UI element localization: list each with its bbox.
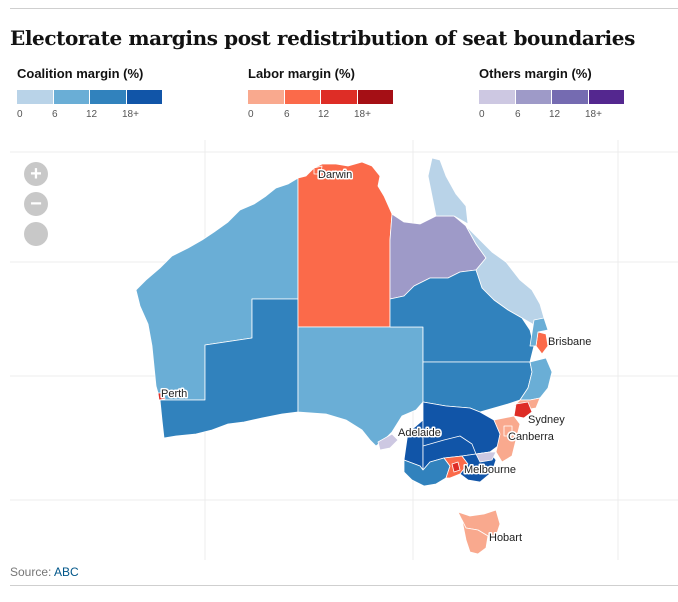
- legend-others-bar: [479, 90, 625, 104]
- electorate-darwin[interactable]: [313, 165, 323, 175]
- source-label: Source:: [10, 565, 52, 579]
- legend-tick: 6: [52, 109, 58, 120]
- legend-labor-ticks: 0 6 12 18+: [248, 109, 394, 123]
- legend-tick: 12: [86, 109, 98, 120]
- legend-labor-swatch: [248, 90, 285, 104]
- legend-tick: 6: [515, 109, 521, 120]
- page-title: Electorate margins post redistribution o…: [10, 26, 635, 50]
- city-label-adelaide-halo: Adelaide: [398, 427, 441, 439]
- zoom-out-button[interactable]: −: [24, 192, 48, 216]
- zoom-reset-button[interactable]: [24, 222, 48, 246]
- source-line: Source: ABC: [10, 565, 79, 579]
- legend-tick: 0: [479, 109, 485, 120]
- legend-labor-swatch: [321, 90, 358, 104]
- city-label-hobart: Hobart: [489, 532, 522, 544]
- legend-tick: 6: [284, 109, 290, 120]
- legend-coalition-swatch: [126, 90, 163, 104]
- electorate-brisbane-surrounds[interactable]: [529, 317, 549, 347]
- city-label-hobart-halo: Hobart: [489, 532, 522, 544]
- legend-coalition: Coalition margin (%) 0 6 12 18+: [17, 66, 163, 123]
- city-labels: Darwin Darwin Brisbane Brisbane Perth Pe…: [160, 168, 593, 546]
- bottom-rule: [10, 585, 678, 586]
- legend-tick: 18+: [354, 109, 371, 120]
- legend-others-swatch: [588, 90, 625, 104]
- city-label-melbourne: Melbourne: [464, 464, 516, 476]
- legend-labor-swatch: [284, 90, 321, 104]
- legend-tick: 0: [17, 109, 23, 120]
- electorate-melbourne-inner[interactable]: [451, 461, 461, 473]
- legend-others-ticks: 0 6 12 18+: [479, 109, 625, 123]
- legend-others-swatch: [515, 90, 552, 104]
- zoom-in-button[interactable]: +: [24, 162, 48, 186]
- legend-coalition-ticks: 0 6 12 18+: [17, 109, 163, 123]
- legend-coalition-bar: [17, 90, 163, 104]
- legend-labor: Labor margin (%) 0 6 12 18+: [248, 66, 394, 123]
- electorate-wa-east[interactable]: [159, 298, 299, 439]
- city-label-perth: Perth: [161, 388, 187, 400]
- legend-others-swatch: [479, 90, 516, 104]
- city-label-brisbane-halo: Brisbane: [548, 336, 591, 348]
- legend-coalition-swatch: [53, 90, 90, 104]
- legend-labor-swatch: [357, 90, 394, 104]
- legend-tick: 0: [248, 109, 254, 120]
- legend-others: Others margin (%) 0 6 12 18+: [479, 66, 625, 123]
- electorate-maranoa[interactable]: [389, 269, 535, 363]
- city-label-melbourne-halo: Melbourne: [464, 464, 516, 476]
- source-link[interactable]: ABC: [54, 565, 79, 579]
- legend-tick: 18+: [122, 109, 139, 120]
- electorate-tasmania-south[interactable]: [461, 519, 489, 555]
- city-label-darwin-halo: Darwin: [318, 169, 352, 181]
- electorate-map[interactable]: Darwin Darwin Brisbane Brisbane Perth Pe…: [10, 140, 678, 560]
- legend-labor-title: Labor margin (%): [248, 66, 355, 81]
- city-label-adelaide: Adelaide: [398, 427, 441, 439]
- electorate-lingiari[interactable]: [297, 161, 393, 328]
- electorate-sydney-metro[interactable]: [513, 401, 533, 419]
- legend-labor-bar: [248, 90, 394, 104]
- legend-others-swatch: [552, 90, 589, 104]
- electorate-leichhardt[interactable]: [427, 157, 469, 225]
- legend-coalition-swatch: [17, 90, 54, 104]
- city-label-canberra: Canberra: [508, 431, 555, 443]
- city-label-brisbane: Brisbane: [548, 336, 591, 348]
- electorate-adelaide-metro[interactable]: [377, 433, 399, 451]
- electorate-eden-monaro[interactable]: [493, 415, 521, 463]
- legend-coalition-swatch: [90, 90, 127, 104]
- legend-others-title: Others margin (%): [479, 66, 592, 81]
- city-label-sydney: Sydney: [528, 414, 565, 426]
- city-label-sydney-halo: Sydney: [528, 414, 565, 426]
- electorate-canberra[interactable]: [503, 425, 513, 437]
- legend-tick: 12: [549, 109, 561, 120]
- city-label-perth-halo: Perth: [161, 388, 187, 400]
- electorate-perth-metro[interactable]: [157, 392, 166, 401]
- legend-tick: 18+: [585, 109, 602, 120]
- legend-tick: 12: [318, 109, 330, 120]
- electorate-indi[interactable]: [475, 451, 497, 463]
- top-rule: [10, 8, 678, 9]
- city-label-darwin: Darwin: [318, 169, 352, 181]
- legend-coalition-title: Coalition margin (%): [17, 66, 144, 81]
- city-label-canberra-halo: Canberra: [508, 431, 555, 443]
